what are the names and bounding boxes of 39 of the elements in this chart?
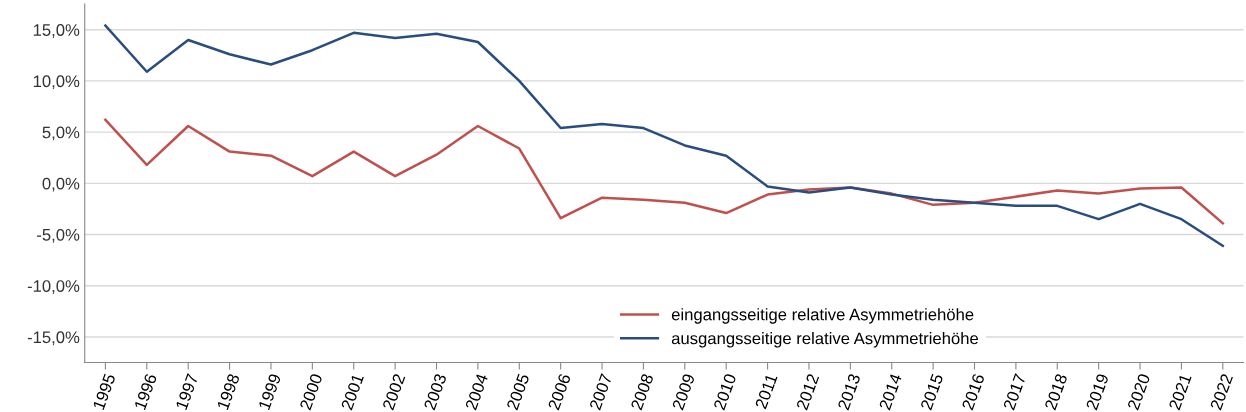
x-tick-label: 2021 <box>1168 373 1192 411</box>
y-tick-label: 5,0% <box>42 126 80 141</box>
x-tick-label: 2000 <box>299 373 323 411</box>
legend-label: eingangsseitige relative Asymmetriehöhe <box>671 308 974 324</box>
x-tick-label: 2010 <box>713 373 737 411</box>
x-tick-label: 1995 <box>92 373 116 411</box>
y-tick-label: 15,0% <box>33 24 80 38</box>
x-tick-label: 2022 <box>1209 373 1234 411</box>
y-tick-label: -15,0% <box>27 331 80 346</box>
y-tick-label: -10,0% <box>27 280 80 294</box>
line-series <box>104 24 1225 248</box>
x-tick-label: 2008 <box>630 373 654 411</box>
x-tick-label: 2016 <box>961 373 985 411</box>
x-tick-label: 1998 <box>216 373 240 411</box>
x-tick-label: 2012 <box>796 373 820 411</box>
x-tick-label: 1997 <box>175 373 199 411</box>
y-tick-label: -5,0% <box>37 228 80 243</box>
x-tick-label: 2020 <box>1127 373 1151 411</box>
x-tick-label: 2018 <box>1044 373 1068 411</box>
y-tick-label: 10,0% <box>33 75 80 90</box>
x-tick-label: 1999 <box>258 373 282 411</box>
x-tick-label: 1996 <box>134 373 158 411</box>
x-tick-label: 2001 <box>340 373 364 411</box>
x-tick-label: 2007 <box>589 373 613 411</box>
x-tick-label: 2017 <box>1002 373 1027 411</box>
x-tick-label: 2009 <box>671 373 696 411</box>
x-tick-label: 2011 <box>754 373 778 410</box>
x-tick-label: 2002 <box>382 373 406 411</box>
x-tick-label: 2013 <box>837 373 861 411</box>
y-tick-label: 0,0% <box>42 177 80 192</box>
x-tick-label: 2019 <box>1085 373 1109 411</box>
legend-label: ausgangsseitige relative Asymmetriehöhe <box>671 332 979 348</box>
x-tick-label: 2014 <box>878 372 903 411</box>
x-tick-label: 2004 <box>464 372 489 411</box>
x-tick-label: 2005 <box>506 373 530 411</box>
line-series <box>104 118 1225 225</box>
x-tick-label: 2003 <box>423 373 447 411</box>
x-tick-label: 2015 <box>920 373 944 411</box>
x-tick-label: 2006 <box>547 373 571 411</box>
